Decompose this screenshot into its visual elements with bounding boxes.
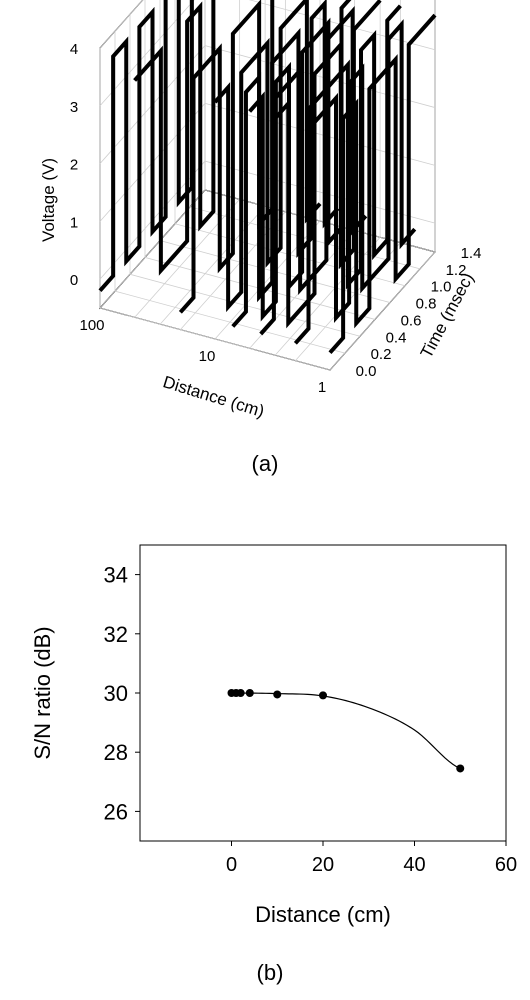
y-tick-label: 34 [104,563,128,588]
y-axis-label: S/N ratio (dB) [30,626,55,759]
z-tick-label: 2 [70,157,78,174]
data-point [245,689,254,697]
x-axis-label: Distance (cm) [161,372,267,421]
waveform-series-10 [328,13,437,354]
y-tick-label: 28 [104,740,128,765]
x-tick-label: 40 [403,854,425,876]
y-tick-label: 0.6 [401,312,422,329]
y-tick-label: 32 [104,622,128,647]
y-tick-label: 30 [104,681,128,706]
data-points [227,689,465,773]
z-tick-label: 4 [70,41,78,58]
y-tick-label: 1.2 [446,262,467,279]
x-tick-label: 100 [79,317,104,334]
z-tick-label: 0 [70,272,78,289]
x-tick-label: 20 [312,854,334,876]
waveform-series-3 [213,0,322,313]
grid-line [214,0,321,340]
y-tick-label: 0.4 [386,329,407,346]
waveform-series-2 [178,0,275,314]
panel-a-caption: (a) [252,451,279,476]
fit-curve [231,692,461,770]
chart-sn-ratio: 0 20 40 60 26 28 30 32 34 Distance (cm) S/N rat… [30,544,517,985]
grid-line [99,0,436,107]
y-tick-label: 0.8 [416,296,437,313]
chart-3d-series [98,0,437,354]
grid-line [180,0,286,330]
grid-line [329,0,436,371]
x-axis-ticks: 0 20 40 60 [226,841,517,876]
waveform-series-4 [231,0,340,328]
x-tick-label: 10 [199,348,216,365]
x-axis-label: Distance (cm) [255,902,391,927]
x-tick-label: 0 [226,854,237,876]
chart-3d-waveform: 0 1 2 3 4 100 10 1 0.00.20.40.60.81.01.21.4 Volt… [39,0,481,476]
waveform-series-1 [133,0,216,276]
y-tick-label: 0.2 [371,346,392,363]
z-tick-label: 1 [70,214,78,231]
grid-line [99,0,144,49]
y-tick-label: 1.4 [461,245,482,262]
z-tick-label: 3 [70,99,78,116]
chart-3d-ticks: 0 1 2 3 4 100 10 1 0.00.20.40.60.81.01.21.4 [70,41,482,396]
waveform-series-7 [273,0,382,329]
data-point [273,690,282,699]
panel-b-caption: (b) [257,960,284,985]
z-axis-label: Voltage (V) [39,158,58,242]
y-tick-label: 26 [104,799,128,824]
grid-line [99,0,206,309]
data-point [236,689,245,697]
x-tick-label: 1 [318,379,326,396]
data-point [456,764,465,773]
waveform-series-9 [308,19,417,323]
y-axis-ticks: 26 28 30 32 34 [104,563,140,824]
data-point [319,691,327,700]
x-tick-label: 60 [495,854,517,876]
y-tick-label: 1.0 [431,279,452,296]
y-tick-label: 0.0 [356,363,377,380]
